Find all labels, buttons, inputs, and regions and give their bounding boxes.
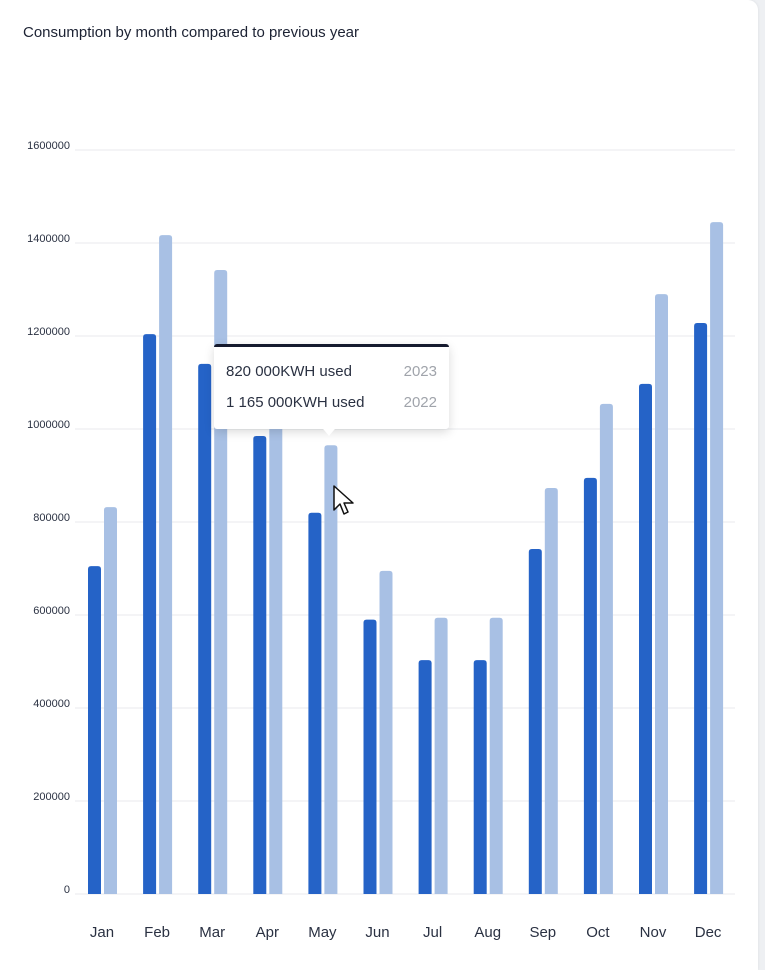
bar-nov-2022 xyxy=(655,294,668,894)
x-tick-label: Feb xyxy=(144,924,170,941)
x-tick-label: Mar xyxy=(199,924,225,941)
y-tick-label: 600000 xyxy=(33,605,70,617)
x-tick-label: Jan xyxy=(90,924,114,941)
y-tick-label: 1400000 xyxy=(27,233,70,245)
y-tick-label: 200000 xyxy=(33,791,70,803)
bar-sep-2022 xyxy=(544,488,558,894)
bar-oct-2023 xyxy=(583,477,597,894)
y-tick-label: 0 xyxy=(64,884,70,896)
bar-feb-2023 xyxy=(143,334,157,894)
bar-dec-2022 xyxy=(710,222,724,894)
tooltip-year: 2022 xyxy=(403,394,437,411)
tooltip-row-2022: 1 165 000KWH used 2022 xyxy=(226,394,437,411)
x-tick-label: May xyxy=(308,924,337,941)
bar-mar-2023 xyxy=(198,363,212,894)
y-tick-label: 800000 xyxy=(33,512,70,524)
bar-aug-2023 xyxy=(473,660,487,894)
y-tick-label: 1200000 xyxy=(27,326,70,338)
x-tick-label: Sep xyxy=(529,924,556,941)
x-tick-label: Jul xyxy=(423,924,442,941)
tooltip-arrow xyxy=(319,424,339,436)
bar-apr-2023 xyxy=(253,435,267,894)
y-tick-label: 1000000 xyxy=(27,419,70,431)
bar-apr-2022 xyxy=(269,419,283,894)
bar-jul-2023 xyxy=(418,660,432,894)
bar-jan-2022 xyxy=(104,507,117,894)
bar-aug-2022 xyxy=(489,617,503,894)
x-tick-label: Apr xyxy=(256,924,279,941)
bar-jun-2023 xyxy=(363,619,377,894)
bar-jun-2022 xyxy=(379,570,393,894)
x-tick-label: Jun xyxy=(365,924,389,941)
tooltip: 820 000KWH used 2023 1 165 000KWH used 2… xyxy=(214,344,449,429)
bar-may-2022 xyxy=(324,445,338,894)
x-tick-label: Nov xyxy=(640,924,667,941)
bar-jan-2023 xyxy=(88,566,101,894)
tooltip-year: 2023 xyxy=(403,363,437,380)
tooltip-value: 1 165 000KWH used xyxy=(226,394,365,411)
x-tick-label: Oct xyxy=(586,924,610,941)
bar-nov-2023 xyxy=(639,383,652,894)
y-tick-label: 400000 xyxy=(33,698,70,710)
bar-feb-2022 xyxy=(159,235,173,895)
bar-may-2023 xyxy=(308,512,322,894)
tooltip-row-2023: 820 000KWH used 2023 xyxy=(226,363,437,380)
mouse-cursor-icon xyxy=(333,485,354,515)
chart-title: Consumption by month compared to previou… xyxy=(23,24,360,41)
bar-jul-2022 xyxy=(434,617,448,894)
x-tick-label: Dec xyxy=(695,924,722,941)
bar-dec-2023 xyxy=(694,322,708,895)
x-tick-label: Aug xyxy=(474,924,501,941)
bar-oct-2022 xyxy=(599,403,613,894)
y-tick-label: 1600000 xyxy=(27,140,70,152)
tooltip-value: 820 000KWH used xyxy=(226,363,352,380)
bar-sep-2023 xyxy=(528,548,542,894)
